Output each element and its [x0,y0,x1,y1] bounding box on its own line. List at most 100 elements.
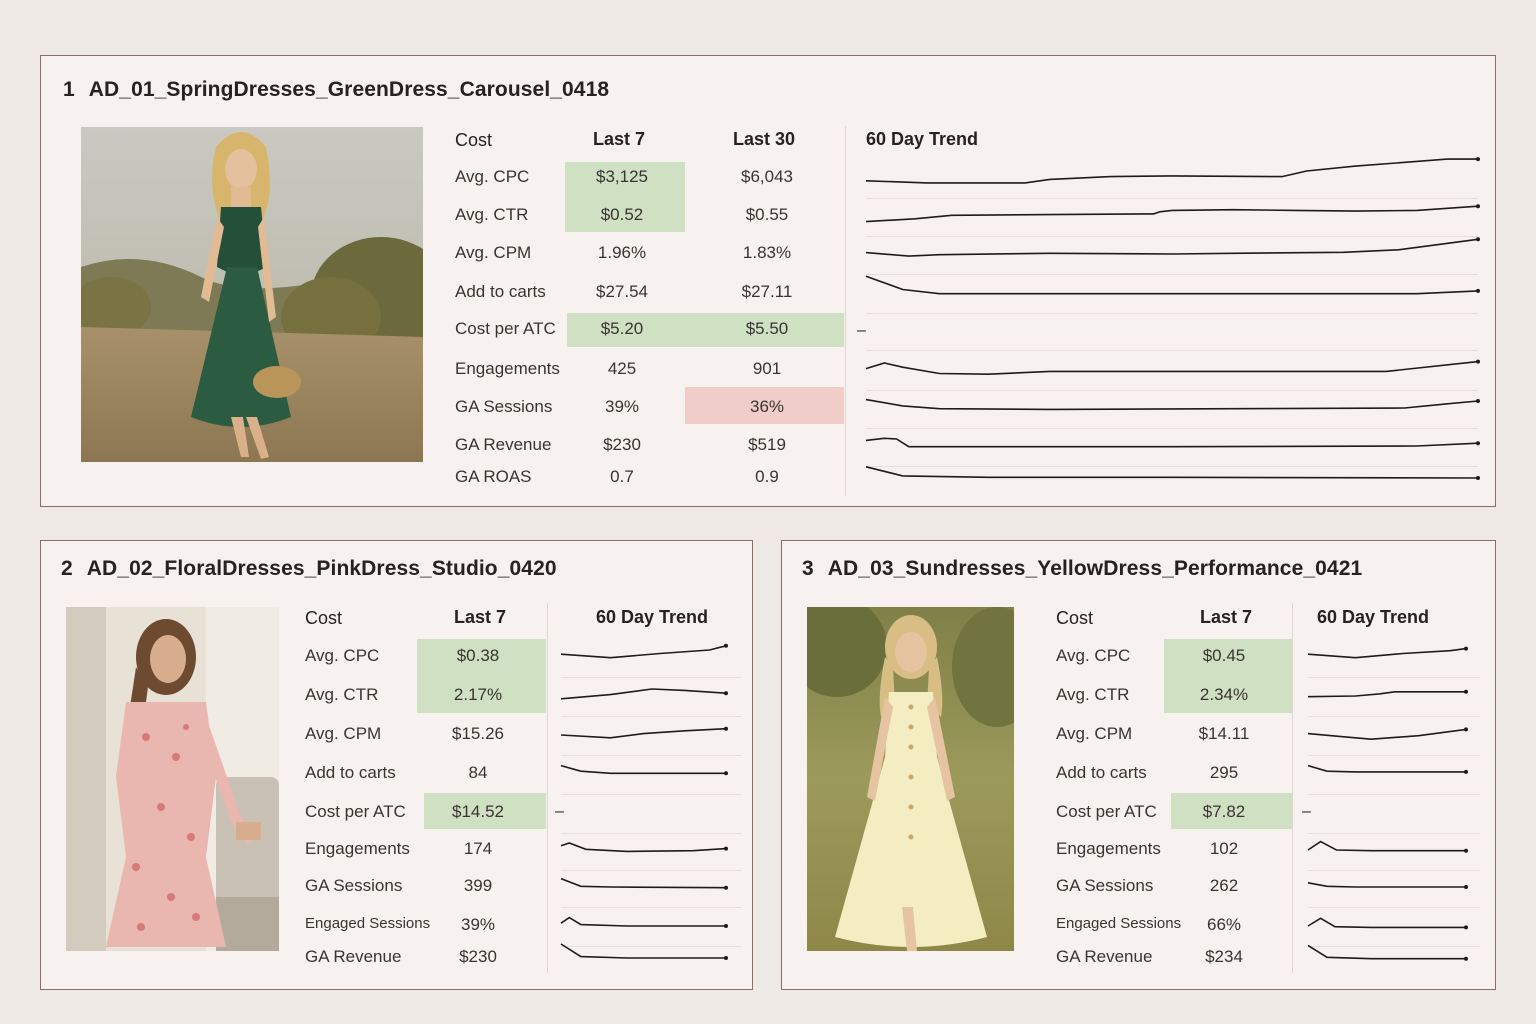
row-divider [561,716,741,717]
metric-label: Avg. CPM [305,724,382,743]
value-last7: $14.11 [1198,724,1250,743]
row-divider [1308,794,1480,795]
row-divider [1308,946,1480,947]
value-last30: $6,043 [741,167,793,186]
ad-name: AD_03_Sundresses_YellowDress_Performance… [827,557,1363,580]
col-header-last7[interactable]: Last 7 [454,607,507,627]
value-last7: 84 [468,763,488,782]
col-header-trend: 60 Day Trend [596,607,709,627]
value-last7: 425 [607,359,637,378]
highlight-cost-per-atc [1171,793,1292,829]
metric-label: Engaged Sessions [1056,915,1182,932]
trend-sparkline [865,275,1480,295]
trend-empty-marker: – [555,803,564,820]
value-last30: $27.11 [741,282,793,301]
value-last7: 2.17% [453,685,503,704]
ad-name: AD_02_FloralDresses_PinkDress_Studio_042… [86,557,557,580]
row-divider [1308,833,1480,834]
value-last30: $519 [748,435,786,454]
metric-label: Avg. CPM [455,243,532,262]
metric-label: Engagements [1056,839,1161,858]
value-last7: 2.34% [1199,685,1249,704]
value-last7: 174 [463,839,493,858]
row-divider [1308,907,1480,908]
trend-sparkline [865,359,1480,376]
trend-sparkline [1307,646,1468,659]
metric-label: Add to carts [455,282,546,301]
trend-sparkline [865,437,1480,448]
metric-label: Avg. CPC [455,167,530,186]
row-divider [561,755,741,756]
metric-label: GA Revenue [305,947,402,966]
row-divider [866,198,1478,199]
metric-label: Engaged Sessions [305,915,431,932]
col-header-last7[interactable]: Last 7 [593,129,646,149]
value-last7: $15.26 [452,724,504,743]
metric-label: Avg. CPM [1056,724,1133,743]
ad-title: 2 AD_02_FloralDresses_PinkDress_Studio_04… [61,557,557,581]
trend-sparkline [560,643,728,659]
value-last30: $0.55 [745,205,789,224]
col-header-metric: Cost [305,608,343,628]
ad-number: 3 [802,557,814,580]
value-last7: $234 [1205,947,1243,966]
metric-label: Avg. CTR [1056,685,1130,704]
metric-label: GA Revenue [455,435,552,454]
col-header-metric: Cost [1056,608,1094,628]
ad-number: 1 [63,78,75,101]
metric-label: GA Sessions [305,876,403,895]
row-divider [561,907,741,908]
value-last30: 1.83% [742,243,792,262]
row-divider [866,350,1478,351]
row-divider [866,428,1478,429]
trend-sparkline [560,916,728,928]
woman-green-dress-photo [81,127,423,462]
divider [1292,603,1293,973]
row-divider [866,313,1478,314]
ad-card-1: 1 AD_01_SpringDresses_GreenDress_Carousel… [40,55,1496,507]
col-header-trend: 60 Day Trend [1317,607,1430,627]
row-divider [561,870,741,871]
metric-label: Cost per ATC [305,802,406,821]
trend-sparkline [1307,764,1468,774]
metric-label: GA Sessions [455,397,553,416]
value-last7: $0.52 [600,205,644,224]
col-header-last30[interactable]: Last 30 [733,129,796,149]
woman-yellow-sundress-photo [807,607,1014,951]
value-last7: 39% [604,397,640,416]
value-last7: 0.7 [610,467,634,486]
col-header-last7[interactable]: Last 7 [1200,607,1253,627]
trend-sparkline [1307,882,1468,889]
row-divider [561,677,741,678]
trend-sparkline [560,842,728,853]
highlight-last7-cpc-ctr [1164,639,1292,713]
value-last7: 1.96% [597,243,647,262]
trend-sparkline [1307,840,1468,853]
ad-title: 3 AD_03_Sundresses_YellowDress_Performanc… [802,557,1362,581]
trend-sparkline [560,943,728,960]
row-divider [561,794,741,795]
metric-label: Avg. CTR [455,205,529,224]
value-last30: $5.50 [745,319,789,338]
metric-label: Cost per ATC [455,319,556,338]
trend-sparkline [865,157,1480,184]
row-divider [1308,677,1480,678]
divider [547,603,548,973]
trend-sparkline [1307,917,1468,930]
woman-pink-floral-dress-photo [66,607,279,951]
divider [845,126,846,496]
highlight-cost-per-atc [567,313,844,347]
row-divider [1308,755,1480,756]
trend-sparkline [560,764,728,776]
value-last30: 901 [752,359,782,378]
highlight-last7-cpc-ctr [565,162,685,232]
ad-card-3: 3 AD_03_Sundresses_YellowDress_Performanc… [781,540,1496,990]
ad-number: 2 [61,557,73,580]
trend-empty-marker: – [857,322,866,339]
trend-sparkline [865,237,1480,257]
row-divider [1308,870,1480,871]
trend-sparkline [865,466,1480,480]
value-last7: $14.52 [452,802,504,821]
value-last7: $230 [459,947,497,966]
value-last7: $0.45 [1202,646,1246,665]
